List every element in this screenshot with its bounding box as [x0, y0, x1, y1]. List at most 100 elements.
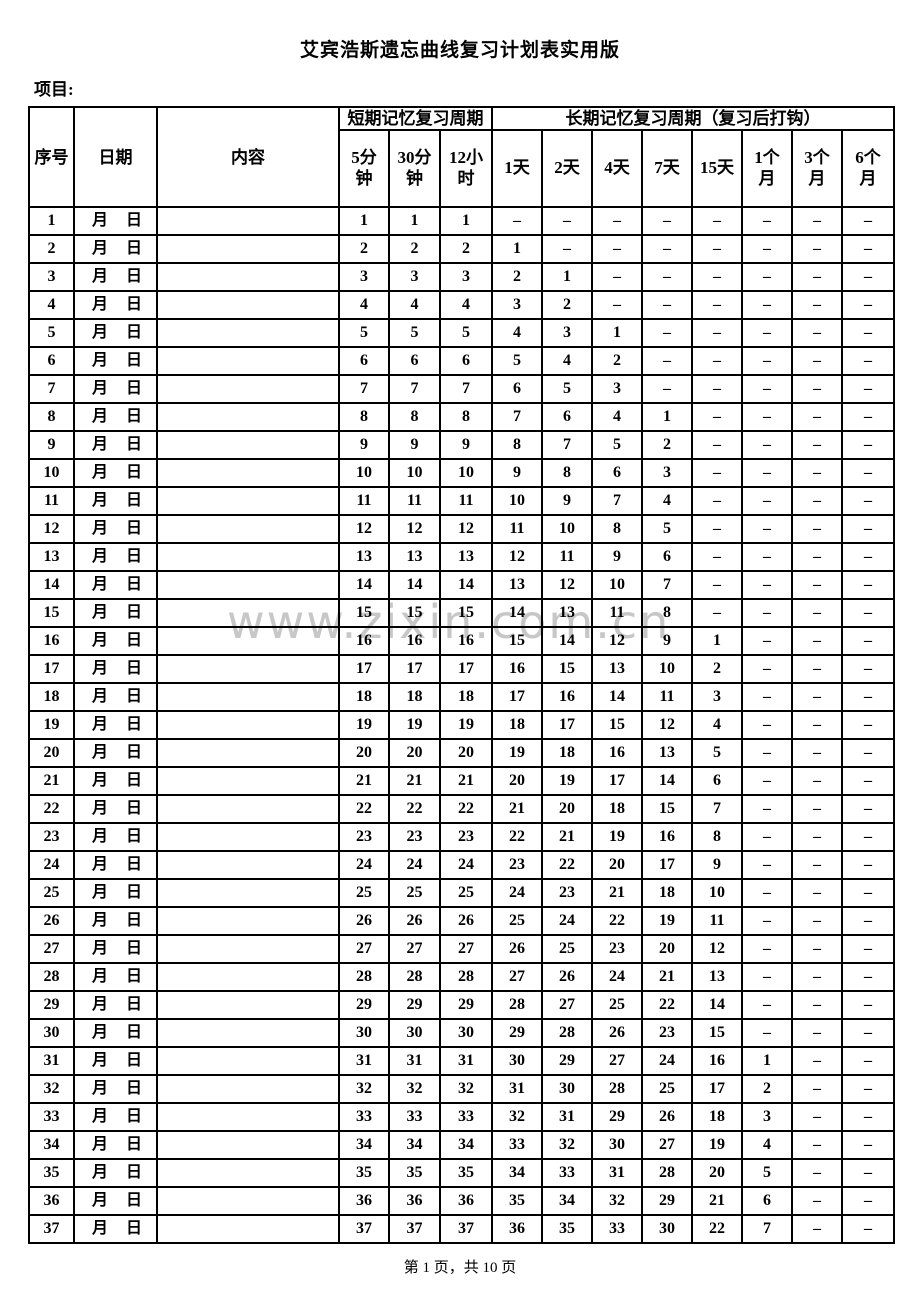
review-cell: –	[841, 1158, 895, 1188]
review-cell: 1	[641, 402, 693, 432]
review-cell: 7	[491, 402, 543, 432]
row-number-cell: 23	[28, 822, 75, 852]
day-label: 日	[125, 240, 142, 257]
review-cell: 21	[338, 766, 390, 796]
review-cell: 26	[491, 934, 543, 964]
row-number-cell: 28	[28, 962, 75, 992]
month-label: 月	[92, 1024, 109, 1041]
row-number-cell: 34	[28, 1130, 75, 1160]
date-cell: 月日	[73, 1102, 158, 1132]
review-cell: –	[841, 402, 895, 432]
review-cell: 33	[388, 1102, 441, 1132]
review-cell: 31	[591, 1158, 643, 1188]
review-cell: 10	[338, 458, 390, 488]
table-row: 4 月日 4 4 4 3 2– – – – – –	[28, 290, 895, 320]
table-row: 19 月日 19 19 19 18 17 15 12 4– – –	[28, 710, 895, 740]
month-label: 月	[92, 1108, 109, 1125]
review-cell: –	[791, 738, 843, 768]
day-label: 日	[125, 576, 142, 593]
month-label: 月	[92, 240, 109, 257]
content-cell	[156, 262, 340, 292]
review-cell: –	[691, 514, 743, 544]
row-number-cell: 13	[28, 542, 75, 572]
review-cell: –	[741, 626, 793, 656]
review-cell: 9	[491, 458, 543, 488]
day-label: 日	[125, 1080, 142, 1097]
review-cell: –	[591, 206, 643, 236]
review-cell: 7	[641, 570, 693, 600]
table-row: 28 月日 28 28 28 27 26 24 21 13– – –	[28, 962, 895, 992]
review-cell: –	[841, 738, 895, 768]
date-cell: 月日	[73, 626, 158, 656]
review-cell: 33	[591, 1214, 643, 1244]
month-label: 月	[92, 632, 109, 649]
review-cell: –	[791, 542, 843, 572]
review-cell: 5	[439, 318, 493, 348]
day-label: 日	[125, 828, 142, 845]
day-label: 日	[125, 1024, 142, 1041]
review-cell: 3	[338, 262, 390, 292]
day-label: 日	[125, 660, 142, 677]
review-cell: –	[691, 318, 743, 348]
review-cell: 14	[591, 682, 643, 712]
review-cell: –	[841, 458, 895, 488]
review-cell: 20	[691, 1158, 743, 1188]
row-number-cell: 33	[28, 1102, 75, 1132]
review-cell: –	[691, 262, 743, 292]
row-number-cell: 29	[28, 990, 75, 1020]
review-cell: 4	[388, 290, 441, 320]
review-cell: 28	[541, 1018, 593, 1048]
review-cell: 21	[541, 822, 593, 852]
review-cell: 21	[439, 766, 493, 796]
review-cell: 8	[338, 402, 390, 432]
review-cell: 28	[491, 990, 543, 1020]
review-cell: 8	[591, 514, 643, 544]
review-cell: 4	[491, 318, 543, 348]
review-cell: 5	[338, 318, 390, 348]
review-cell: 13	[439, 542, 493, 572]
content-cell	[156, 1018, 340, 1048]
content-cell	[156, 346, 340, 376]
row-number-cell: 27	[28, 934, 75, 964]
review-cell: –	[841, 1018, 895, 1048]
review-cell: 29	[491, 1018, 543, 1048]
header-col-12hour-label: 12小 时	[449, 148, 483, 188]
review-cell: 17	[641, 850, 693, 880]
review-cell: –	[741, 318, 793, 348]
review-cell: 22	[388, 794, 441, 824]
review-cell: 11	[338, 486, 390, 516]
review-cell: 6	[541, 402, 593, 432]
review-cell: –	[791, 682, 843, 712]
review-cell: 14	[541, 626, 593, 656]
review-cell: –	[791, 1074, 843, 1104]
review-cell: 13	[388, 542, 441, 572]
header-col-4day-label: 4天	[604, 158, 630, 178]
day-label: 日	[125, 884, 142, 901]
content-cell	[156, 934, 340, 964]
header-col-30min-label: 30分 钟	[397, 148, 432, 188]
review-cell: 23	[338, 822, 390, 852]
review-cell: –	[841, 906, 895, 936]
day-label: 日	[125, 716, 142, 733]
review-cell: 10	[641, 654, 693, 684]
review-cell: 16	[691, 1046, 743, 1076]
date-cell: 月日	[73, 1186, 158, 1216]
review-cell: 35	[541, 1214, 593, 1244]
day-label: 日	[125, 1136, 142, 1153]
date-cell: 月日	[73, 570, 158, 600]
month-label: 月	[92, 716, 109, 733]
review-cell: –	[791, 1214, 843, 1244]
review-cell: –	[791, 598, 843, 628]
review-cell: –	[841, 234, 895, 264]
review-cell: –	[841, 542, 895, 572]
review-cell: 20	[591, 850, 643, 880]
review-cell: –	[841, 626, 895, 656]
review-cell: 24	[388, 850, 441, 880]
review-cell: 29	[591, 1102, 643, 1132]
content-cell	[156, 794, 340, 824]
table-row: 6 月日 6 6 6 5 4 2– – – – –	[28, 346, 895, 376]
review-cell: –	[741, 906, 793, 936]
row-number-cell: 17	[28, 654, 75, 684]
review-cell: 27	[338, 934, 390, 964]
review-cell: –	[741, 234, 793, 264]
